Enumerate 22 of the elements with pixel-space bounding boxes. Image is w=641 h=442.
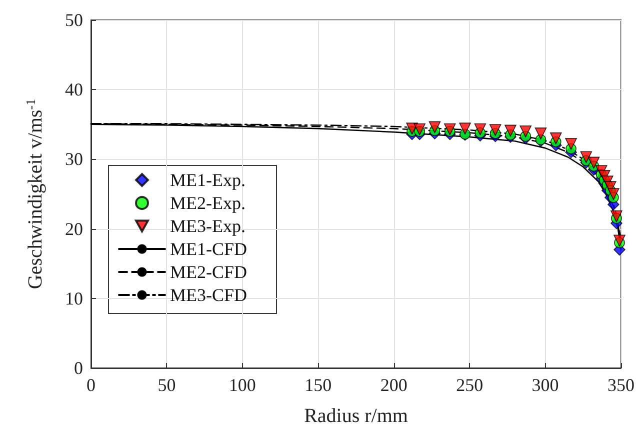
legend-label: ME1-Exp. (170, 170, 246, 190)
x-tick-label: 350 (608, 375, 634, 395)
legend-label: ME3-CFD (170, 285, 248, 305)
legend-label: ME3-Exp. (170, 216, 246, 236)
legend-label: ME2-Exp. (170, 193, 246, 213)
legend-label: ME2-CFD (170, 262, 248, 282)
y-tick-label: 30 (65, 149, 83, 170)
x-tick-label: 150 (304, 375, 332, 395)
y-tick-label: 0 (74, 358, 83, 378)
x-tick-label: 0 (86, 375, 96, 395)
x-tick-label: 250 (456, 375, 484, 395)
legend-label: ME1-CFD (170, 239, 248, 259)
y-tick-label: 20 (65, 218, 83, 239)
y-tick-label: 40 (65, 80, 83, 100)
x-axis-title: Radius r/mm (304, 405, 408, 427)
y-axis-title: Geschwindigkeit v/ms-1 (23, 98, 46, 290)
x-tick-label: 200 (380, 375, 408, 395)
x-tick-label: 100 (228, 375, 256, 395)
y-tick-label: 50 (65, 10, 83, 30)
x-tick-label: 300 (532, 375, 559, 395)
x-tick-label: 50 (158, 375, 176, 395)
y-tick-label: 10 (65, 288, 83, 308)
